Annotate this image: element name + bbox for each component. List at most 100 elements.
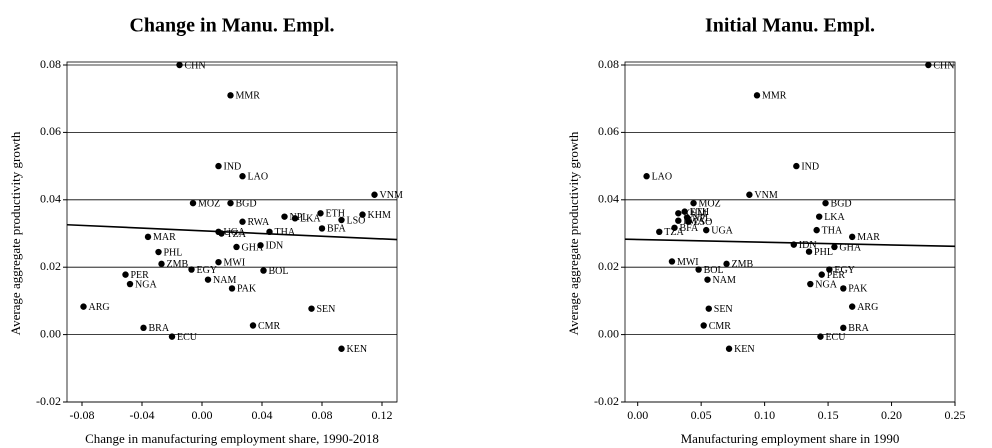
x-tick-label: 0.25 <box>945 408 966 422</box>
y-tick-label: 0.00 <box>598 326 619 340</box>
point <box>925 61 932 69</box>
fit-line <box>66 223 398 241</box>
point-label: VNM <box>380 190 403 201</box>
point <box>239 218 246 225</box>
plot-frame <box>66 61 398 403</box>
point-label: MAR <box>857 232 880 243</box>
point <box>813 226 820 234</box>
point-label: MWI <box>224 257 246 268</box>
point-label: BFA <box>327 224 346 235</box>
point-label: ECU <box>825 332 846 343</box>
point <box>704 276 711 283</box>
point-label: NPL <box>692 213 711 224</box>
point-label: EGY <box>834 265 855 276</box>
plot-frame <box>624 61 956 403</box>
point-label: PER <box>827 270 846 281</box>
point-label: ETH <box>326 209 345 220</box>
point-label: UGA <box>711 225 733 236</box>
point <box>359 211 366 218</box>
x-tick-label: 0.04 <box>252 408 273 422</box>
point <box>723 260 730 268</box>
point-label: CMR <box>709 321 732 332</box>
x-tick-label: 0.05 <box>691 408 712 422</box>
point-label: ARG <box>857 302 878 313</box>
point-label: KHM <box>683 209 706 220</box>
point <box>725 345 733 352</box>
point <box>188 266 195 273</box>
point <box>840 285 847 292</box>
point <box>826 266 833 273</box>
y-tick-label: 0.04 <box>40 192 61 206</box>
point-label: ZMB <box>732 259 754 270</box>
point-label: PER <box>131 270 150 281</box>
point-label: BFA <box>680 223 699 234</box>
point <box>227 92 234 99</box>
point-label: LAO <box>248 172 269 183</box>
point-label: BRA <box>848 323 869 334</box>
point <box>144 233 152 241</box>
point-label: CHN <box>933 60 954 71</box>
point <box>695 266 702 273</box>
point <box>690 199 697 207</box>
point-label: EGY <box>197 265 218 276</box>
point-label: KHM <box>368 210 391 221</box>
point-label: MOZ <box>699 198 721 209</box>
x-tick-label: 0.20 <box>881 408 902 422</box>
point <box>815 213 823 220</box>
point-label: PHL <box>164 247 183 258</box>
x-tick-label: -0.04 <box>130 408 155 422</box>
fit-line <box>624 238 956 248</box>
point <box>338 345 345 352</box>
point <box>239 173 246 180</box>
point <box>227 199 234 207</box>
point <box>831 243 838 251</box>
point <box>700 322 707 329</box>
x-axis-label: Manufacturing employment share in 1990 <box>681 431 900 446</box>
point <box>308 305 315 312</box>
point <box>675 210 682 217</box>
point-label: SEN <box>714 304 733 315</box>
point <box>122 271 129 278</box>
point <box>215 162 222 170</box>
point <box>675 217 682 224</box>
point <box>249 322 257 329</box>
point-label: MMR <box>762 91 787 102</box>
point-label: BRA <box>149 323 170 334</box>
point <box>790 241 798 248</box>
point-label: NAM <box>713 275 736 286</box>
point-label: CMR <box>258 321 281 332</box>
point <box>260 267 267 274</box>
point-label: ETH <box>690 207 709 218</box>
point <box>317 210 324 217</box>
point <box>158 260 165 268</box>
point <box>753 92 761 99</box>
point <box>257 242 264 249</box>
point-label: PAK <box>848 284 868 295</box>
point-label: THA <box>275 227 296 238</box>
point-label: LSO <box>693 217 712 228</box>
point <box>822 199 829 207</box>
point-label: MMR <box>236 91 261 102</box>
y-axis-label: Average aggregate productivity growth <box>566 131 581 335</box>
point <box>233 243 240 251</box>
point <box>703 226 710 234</box>
point <box>281 213 288 220</box>
point-label: GHA <box>242 242 264 253</box>
point-label: IND <box>224 161 242 172</box>
point-label: TZA <box>664 227 684 238</box>
point-label: NAM <box>213 275 236 286</box>
point-label: PAK <box>237 284 257 295</box>
point <box>126 280 134 288</box>
point-label: PHL <box>814 247 833 258</box>
y-tick-label: 0.08 <box>40 57 61 71</box>
y-tick-label: 0.00 <box>40 326 61 340</box>
point <box>668 258 676 265</box>
point-label: RWA <box>683 216 705 227</box>
point-label: VNM <box>754 190 777 201</box>
y-tick-label: -0.02 <box>36 394 61 408</box>
point-label: LSO <box>347 215 366 226</box>
point <box>215 258 222 266</box>
y-tick-label: 0.06 <box>40 124 61 138</box>
point <box>176 61 183 69</box>
